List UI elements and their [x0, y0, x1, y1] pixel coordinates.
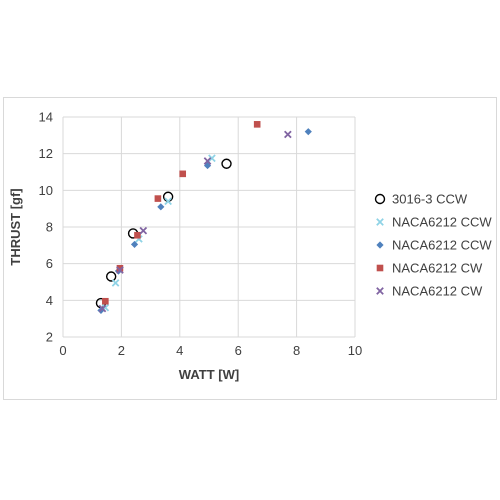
data-point — [98, 304, 107, 313]
data-point — [304, 128, 312, 136]
y-axis-label: THRUST [gf] — [8, 188, 23, 265]
x-axis-label: WATT [W] — [179, 367, 239, 382]
data-point — [130, 240, 139, 249]
x-tick-label: 0 — [59, 343, 66, 358]
data-point — [179, 170, 187, 178]
grid — [62, 116, 356, 338]
data-point — [134, 231, 141, 239]
y-tick-label: 2 — [46, 330, 53, 345]
data-point — [221, 158, 232, 169]
y-tick-label: 10 — [39, 183, 53, 198]
legend-entry: NACA6212 CCW — [376, 215, 492, 230]
legend-marker — [376, 287, 384, 295]
legend-marker — [376, 241, 384, 249]
legend: 3016-3 CCW NACA6212 CCW NACA6212 CCW NACA62… — [374, 192, 492, 299]
legend-entry: NACA6212 CW — [376, 261, 483, 276]
legend-entry: 3016-3 CCW — [374, 192, 468, 207]
data-point — [203, 157, 212, 165]
chart-frame: 0 2 4 6 8 10 2 4 6 8 10 12 14 WATT [W] THRUST [gf] 3… — [3, 97, 497, 400]
x-tick-label: 8 — [293, 343, 300, 358]
legend-marker — [376, 218, 384, 226]
data-point — [116, 266, 124, 274]
legend-marker — [374, 193, 386, 205]
legend-label: NACA6212 CW — [392, 261, 483, 276]
data-point — [139, 226, 148, 235]
y-tick-label: 14 — [39, 110, 53, 125]
legend-label: NACA6212 CCW — [392, 215, 492, 230]
legend-label: NACA6212 CW — [392, 284, 483, 299]
y-tick-label: 8 — [46, 220, 53, 235]
x-tick-label: 6 — [235, 343, 242, 358]
data-point — [105, 271, 117, 282]
data-point — [253, 121, 261, 128]
data-point — [164, 197, 172, 206]
data-point — [154, 195, 162, 202]
data-point — [208, 154, 216, 163]
data-point — [284, 130, 292, 139]
x-tick-label: 4 — [176, 343, 183, 358]
y-tick-label: 4 — [46, 293, 53, 308]
data-point — [116, 264, 124, 272]
legend-label: 3016-3 CCW — [392, 192, 468, 207]
legend-entry: NACA6212 CCW — [376, 238, 492, 253]
y-tick-label: 12 — [39, 146, 53, 161]
legend-entry: NACA6212 CW — [376, 284, 483, 299]
y-tick-label: 6 — [46, 256, 53, 271]
data-point — [111, 279, 120, 287]
x-tick-label: 2 — [118, 343, 125, 358]
data-points — [95, 121, 312, 315]
data-point — [157, 203, 165, 211]
x-tick-label: 10 — [348, 343, 362, 358]
data-point — [102, 297, 109, 305]
legend-label: NACA6212 CCW — [392, 238, 492, 253]
data-point — [162, 191, 174, 202]
legend-marker — [376, 264, 384, 272]
